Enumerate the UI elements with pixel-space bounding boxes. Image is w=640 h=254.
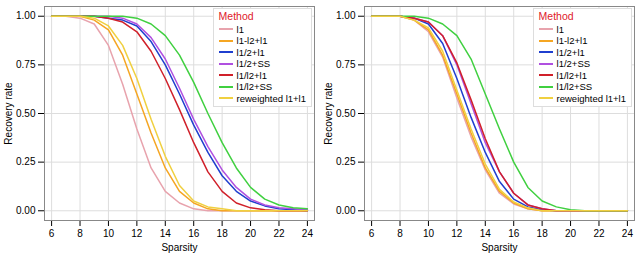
svg-text:22: 22 — [593, 228, 605, 239]
svg-text:Recovery rate: Recovery rate — [323, 82, 334, 145]
svg-text:8: 8 — [397, 228, 403, 239]
svg-text:12: 12 — [451, 228, 463, 239]
html-text:l1/2+SS: l1/2+SS — [556, 58, 591, 69]
svg-text:24: 24 — [622, 228, 634, 239]
html-text:l1: l1 — [556, 23, 564, 35]
svg-text:0.00: 0.00 — [336, 205, 356, 216]
html-text:Method: Method — [218, 10, 254, 22]
svg-text:16: 16 — [508, 228, 520, 239]
svg-text:12: 12 — [131, 228, 143, 239]
svg-text:Recovery rate: Recovery rate — [3, 82, 14, 145]
html-text:l1/l2+SS: l1/l2+SS — [556, 81, 593, 92]
svg-text:6: 6 — [49, 228, 55, 239]
svg-text:20: 20 — [245, 228, 257, 239]
svg-text:1.00: 1.00 — [16, 10, 36, 21]
svg-text:20: 20 — [565, 228, 577, 239]
svg-text:24: 24 — [302, 228, 314, 239]
svg-text:Sparsity: Sparsity — [161, 242, 197, 253]
svg-text:10: 10 — [423, 228, 435, 239]
html-text:reweighted l1+l1: reweighted l1+l1 — [556, 92, 626, 104]
svg-text:0.75: 0.75 — [336, 59, 356, 70]
html-text:l1/l2+l1: l1/l2+l1 — [236, 69, 267, 81]
svg-text:0.50: 0.50 — [16, 108, 36, 119]
svg-text:0.25: 0.25 — [336, 156, 356, 167]
html-text:l1-l2+l1: l1-l2+l1 — [556, 35, 588, 46]
svg-text:10: 10 — [103, 228, 115, 239]
svg-text:0.50: 0.50 — [336, 108, 356, 119]
html-text:l1/2+l1: l1/2+l1 — [556, 46, 585, 58]
html-text:l1/l2+l1: l1/l2+l1 — [556, 69, 587, 81]
html-text:l1/l2+SS: l1/l2+SS — [236, 81, 273, 92]
svg-text:1.00: 1.00 — [336, 10, 356, 21]
svg-text:16: 16 — [188, 228, 200, 239]
svg-text:6: 6 — [369, 228, 375, 239]
svg-text:18: 18 — [217, 228, 229, 239]
html-text:l1: l1 — [236, 23, 244, 35]
html-text:l1/2+l1: l1/2+l1 — [236, 46, 265, 58]
svg-text:0.00: 0.00 — [16, 205, 36, 216]
html-text:l1/2+SS: l1/2+SS — [236, 58, 271, 69]
svg-text:0.25: 0.25 — [16, 156, 36, 167]
html-text:reweighted l1+l1: reweighted l1+l1 — [236, 92, 306, 104]
svg-text:18: 18 — [537, 228, 549, 239]
html-text:l1-l2+l1: l1-l2+l1 — [236, 35, 268, 46]
svg-text:8: 8 — [77, 228, 83, 239]
svg-text:14: 14 — [480, 228, 492, 239]
svg-text:Sparsity: Sparsity — [481, 242, 517, 253]
svg-text:22: 22 — [273, 228, 285, 239]
html-text:Method: Method — [538, 10, 574, 22]
svg-text:0.75: 0.75 — [16, 59, 36, 70]
svg-text:14: 14 — [160, 228, 172, 239]
